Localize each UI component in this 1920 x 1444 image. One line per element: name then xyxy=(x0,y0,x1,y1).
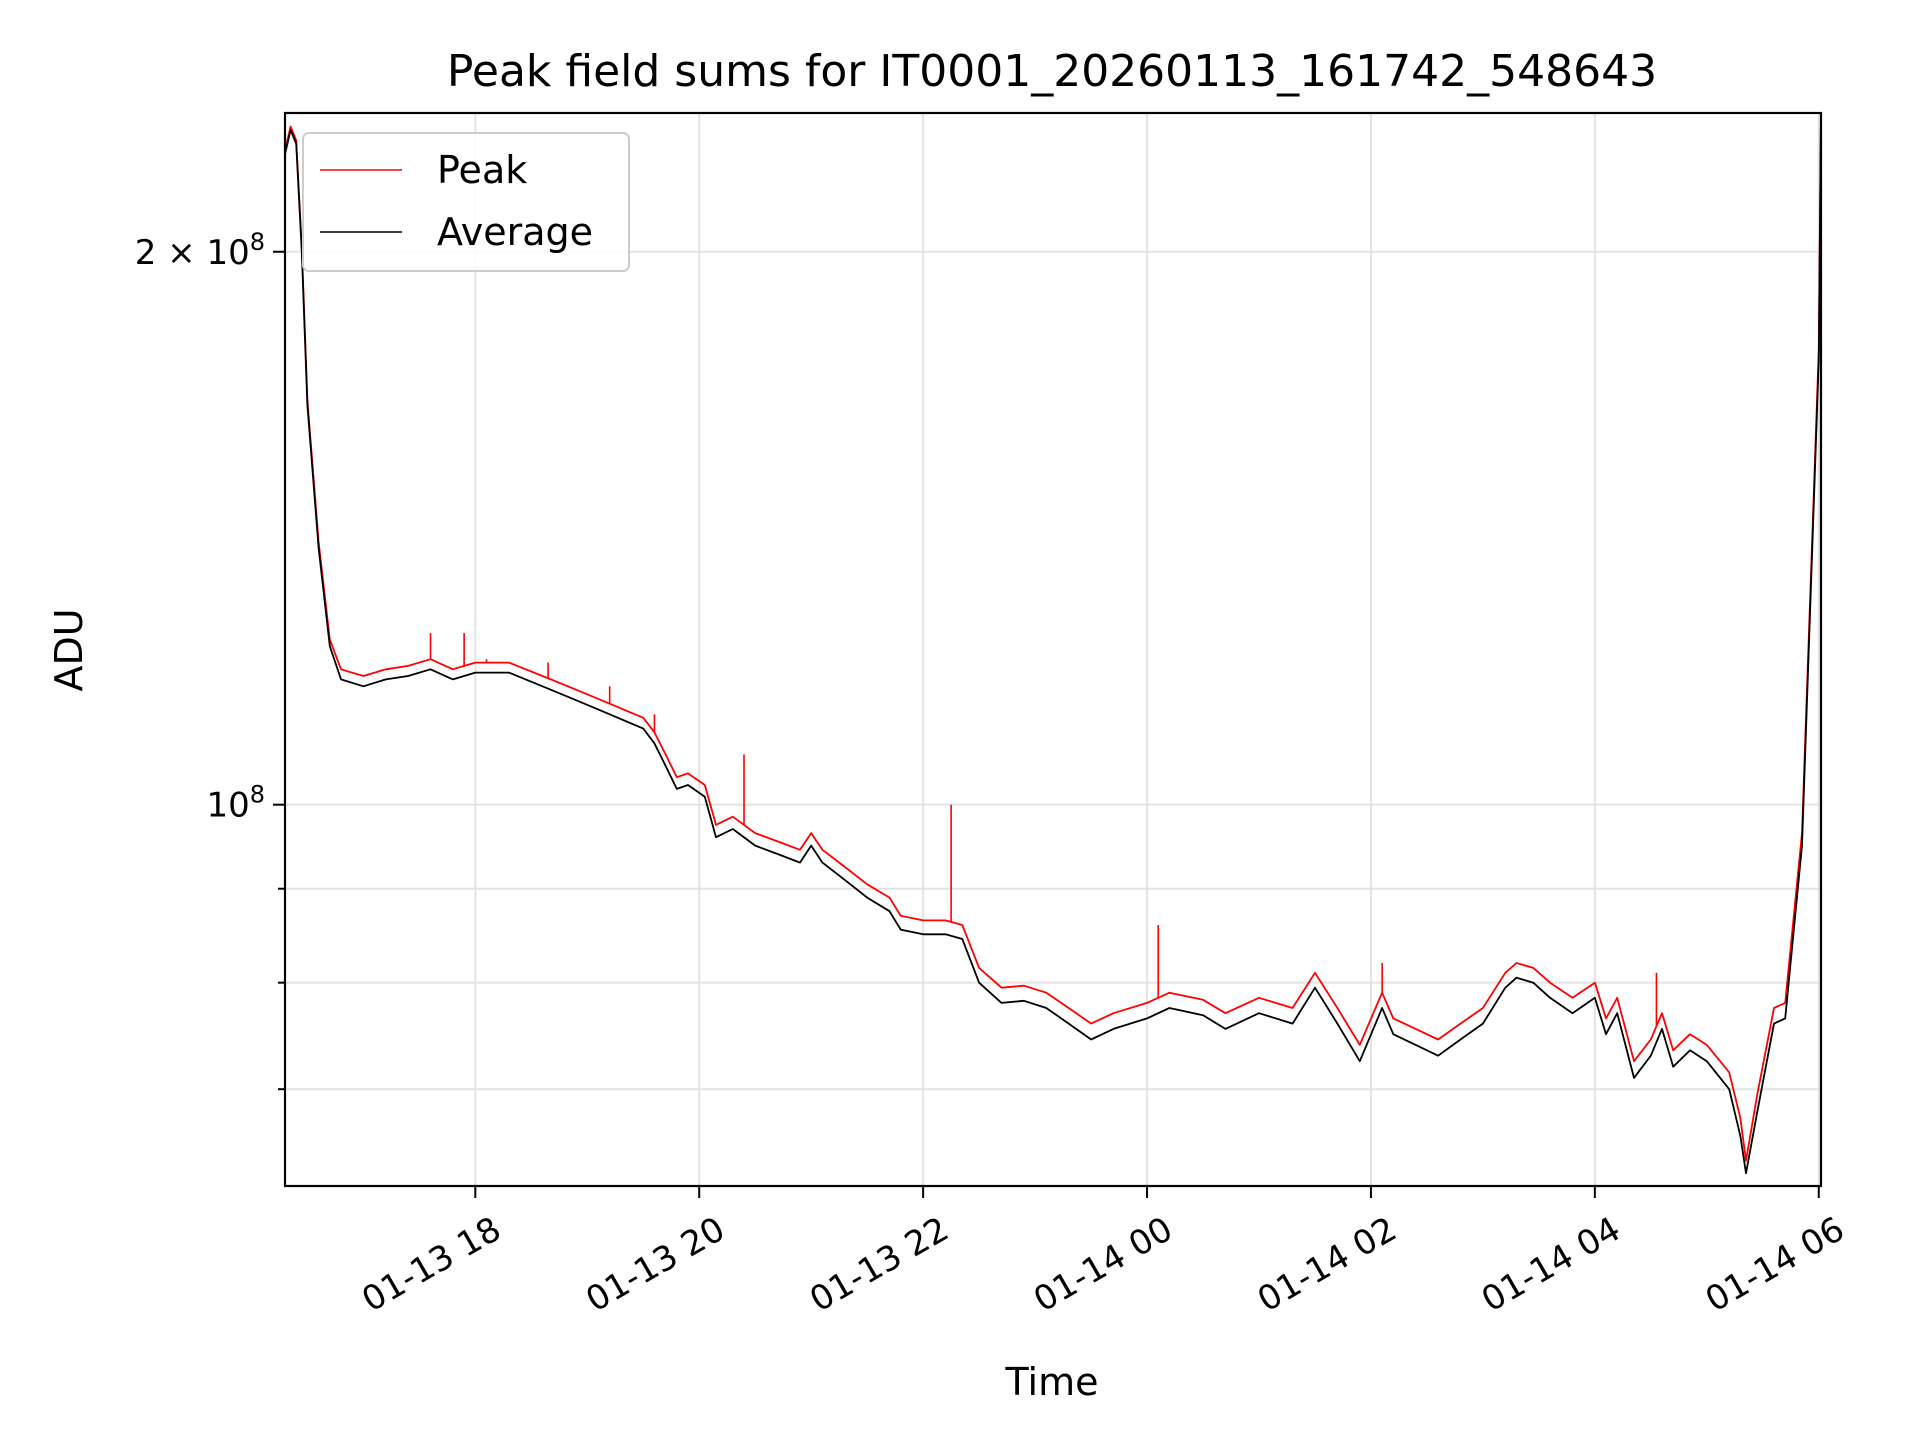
x-axis-label: Time xyxy=(1005,1360,1099,1404)
grid-lines xyxy=(285,113,1821,1186)
y-tick-label: 108 xyxy=(206,781,265,826)
chart-title: Peak field sums for IT0001_20260113_1617… xyxy=(447,46,1657,97)
series-layer xyxy=(285,113,1821,1175)
y-axis-label: ADU xyxy=(47,608,91,691)
series-line-average xyxy=(285,113,1821,1175)
legend-label-average: Average xyxy=(437,210,593,254)
plot-area-frame xyxy=(283,111,1823,1188)
y-tick-label: 2 × 108 xyxy=(135,228,265,273)
legend: Peak Average xyxy=(302,132,630,272)
series-line-peak xyxy=(285,113,1821,1162)
y-axis-ticks: 108 2 × 108 xyxy=(135,228,285,1091)
legend-label-peak: Peak xyxy=(437,148,527,192)
legend-box xyxy=(302,132,630,272)
